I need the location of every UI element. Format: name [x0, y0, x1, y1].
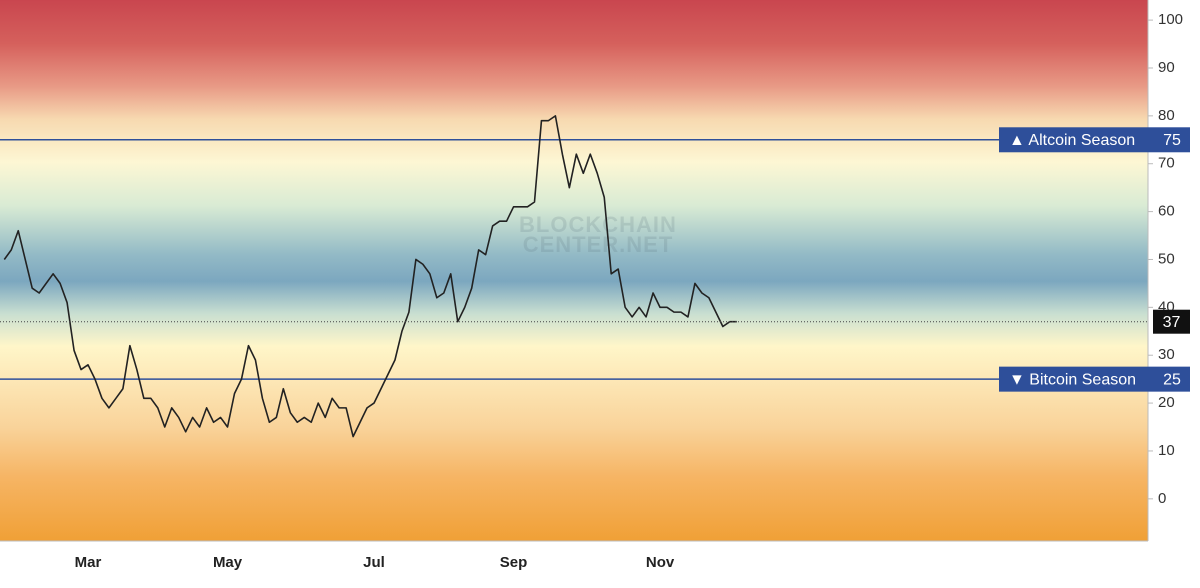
- x-tick-label: May: [213, 554, 243, 571]
- reference-tag: [999, 366, 1190, 392]
- y-tick-label: 60: [1158, 203, 1175, 220]
- watermark: BLOCKCHAIN: [519, 212, 677, 237]
- y-tick-label: 10: [1158, 442, 1175, 459]
- plot-background: [0, 0, 1148, 541]
- current-value-label: 37: [1163, 314, 1181, 331]
- y-tick-label: 70: [1158, 155, 1175, 172]
- y-tick-label: 100: [1158, 11, 1183, 28]
- y-tick-label: 50: [1158, 250, 1175, 267]
- current-value-tag: [1153, 309, 1190, 334]
- data-line: [3, 115, 737, 438]
- watermark: CENTER.NET: [523, 232, 674, 257]
- y-tick-label: 20: [1158, 394, 1175, 411]
- reference-label: ▲ Altcoin Season: [1009, 132, 1135, 149]
- x-tick-label: Mar: [75, 554, 102, 571]
- y-tick-label: 80: [1158, 107, 1175, 124]
- y-tick-label: 0: [1158, 490, 1166, 507]
- x-tick-label: Nov: [646, 554, 675, 571]
- x-tick-label: Sep: [500, 554, 528, 571]
- reference-label: ▼ Bitcoin Season: [1009, 371, 1136, 388]
- y-tick-label: 90: [1158, 59, 1175, 76]
- reference-value: 75: [1163, 132, 1181, 149]
- x-tick-label: Jul: [363, 554, 385, 571]
- y-tick-label: 30: [1158, 346, 1175, 363]
- reference-tag: [999, 127, 1190, 153]
- reference-value: 25: [1163, 371, 1181, 388]
